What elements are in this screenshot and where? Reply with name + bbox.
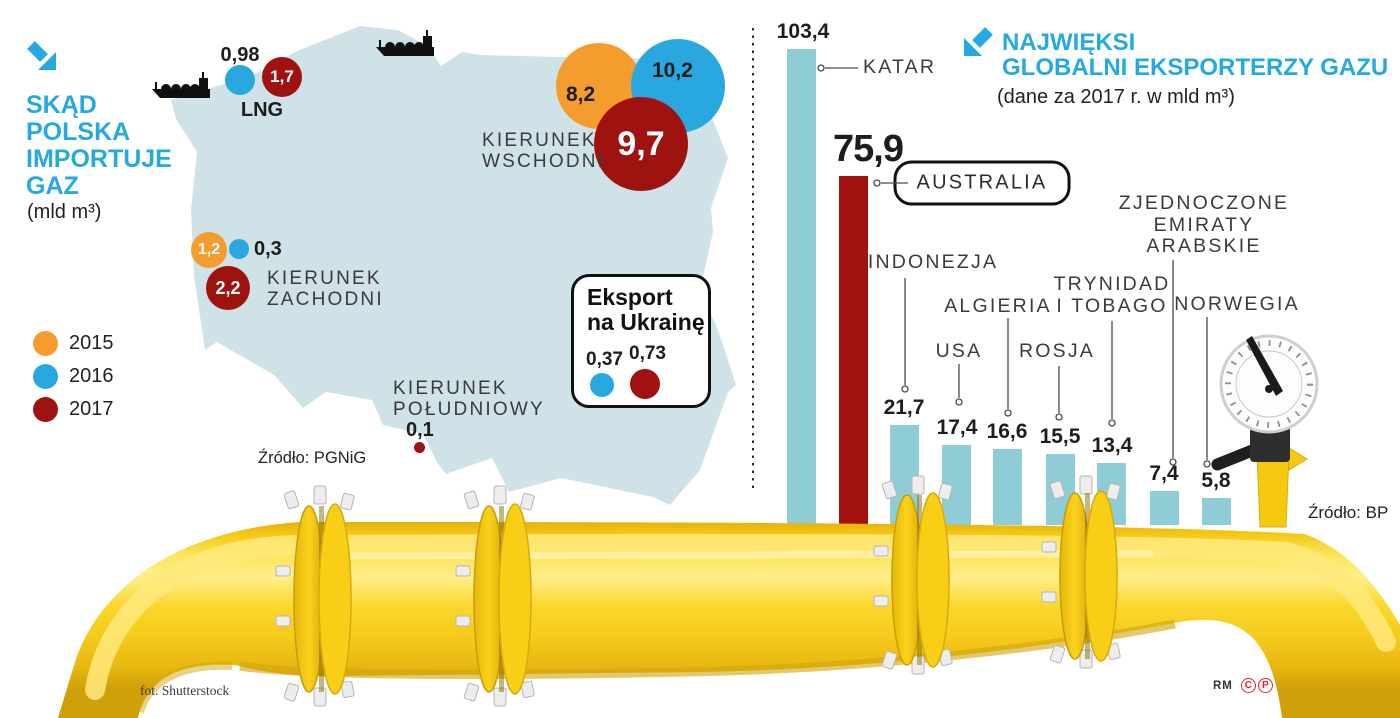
down-left-arrow-icon bbox=[964, 27, 993, 56]
chart-source: Źródło: BP bbox=[1308, 503, 1389, 522]
left-title-line4: GAZ bbox=[26, 172, 79, 200]
zachodni-label-line1: KIERUNEK bbox=[267, 268, 382, 289]
left-title-line3: IMPORTUJE bbox=[26, 145, 172, 173]
zachodni-label-line2: ZACHODNI bbox=[267, 288, 384, 310]
zachodni-label: KIERUNEK ZACHODNI bbox=[267, 268, 384, 310]
press-mark-icon: P bbox=[1257, 678, 1273, 693]
export-bubble-2017 bbox=[630, 369, 660, 399]
bar-katar bbox=[787, 49, 816, 525]
left-title-line1: SKĄD bbox=[26, 91, 97, 119]
copyright-icon: C bbox=[1240, 678, 1256, 693]
legend-row-2015: 2015 bbox=[33, 327, 114, 360]
legend-label-2015: 2015 bbox=[69, 332, 114, 354]
zachodni-value-2016: 0,3 bbox=[254, 238, 282, 260]
right-title-line2: GLOBALNI EKSPORTERZY GAZU bbox=[1002, 53, 1389, 81]
wschodni-label-line1: KIERUNEK bbox=[482, 130, 597, 151]
poludniowy-value-2017: 0,1 bbox=[406, 419, 434, 441]
poludniowy-label: KIERUNEK POŁUDNIOWY bbox=[393, 378, 545, 420]
poludniowy-label-line2: POŁUDNIOWY bbox=[393, 398, 545, 420]
legend-dot-2016 bbox=[33, 364, 58, 389]
lng-bubble-2017: 1,7 bbox=[262, 57, 302, 97]
zachodni-bubble-2015: 1,2 bbox=[191, 232, 227, 268]
agency-mark: RM bbox=[1213, 679, 1233, 692]
right-panel-title: NAJWIĘKSI GLOBALNI EKSPORTERZY GAZU bbox=[1002, 29, 1389, 81]
bar-zjednoczone-emiraty-arabskie bbox=[1150, 491, 1179, 525]
legend-label-2016: 2016 bbox=[69, 365, 114, 387]
bar-australia bbox=[839, 176, 868, 525]
export-box-title: Eksport na Ukrainę bbox=[587, 285, 705, 335]
wschodni-label-line2: WSCHODNI bbox=[482, 150, 606, 172]
legend-row-2017: 2017 bbox=[33, 393, 114, 426]
export-value-2017: 0,73 bbox=[629, 343, 666, 364]
legend-dot-2015 bbox=[33, 331, 58, 356]
left-panel-title: SKĄD POLSKA IMPORTUJE GAZ bbox=[26, 92, 172, 200]
bar-usa bbox=[942, 445, 971, 525]
export-bubble-2016 bbox=[590, 373, 614, 397]
map-source: Źródło: PGNiG bbox=[258, 449, 367, 467]
wschodni-value-2016: 10,2 bbox=[652, 59, 693, 82]
left-title-line2: POLSKA bbox=[26, 118, 131, 146]
wschodni-value-2015: 8,2 bbox=[566, 83, 596, 106]
year-legend: 2015 2016 2017 bbox=[33, 327, 114, 426]
lng-ship-icon bbox=[152, 72, 210, 98]
bar-rosja bbox=[1046, 454, 1075, 525]
bar-trynidad-i-tobago bbox=[1097, 463, 1126, 525]
zachodni-bubble-2017: 2,2 bbox=[206, 266, 250, 310]
legend-dot-2017 bbox=[33, 397, 58, 422]
bar-norwegia bbox=[1202, 498, 1231, 525]
photo-credit: fot. Shutterstock bbox=[140, 683, 230, 698]
legend-label-2017: 2017 bbox=[69, 398, 114, 420]
export-title-line1: Eksport bbox=[587, 284, 673, 310]
zachodni-bubble-2016 bbox=[229, 239, 249, 259]
lng-bubble-2016 bbox=[225, 65, 255, 95]
poludniowy-label-line1: KIERUNEK bbox=[393, 378, 508, 399]
lng-label: LNG bbox=[240, 99, 284, 121]
right-title-line1: NAJWIĘKSI bbox=[1002, 29, 1136, 56]
wschodni-bubble-2017: 9,7 bbox=[594, 97, 688, 191]
export-title-line2: na Ukrainę bbox=[587, 309, 705, 335]
legend-row-2016: 2016 bbox=[33, 360, 114, 393]
right-panel-subtitle: (dane za 2017 r. w mld m³) bbox=[997, 86, 1235, 108]
poludniowy-bubble-2017 bbox=[414, 442, 425, 453]
left-panel-unit: (mld m³) bbox=[27, 201, 102, 223]
rights-marks: RM C P bbox=[1213, 678, 1273, 693]
export-to-ukraine-box: Eksport na Ukrainę 0,37 0,73 bbox=[571, 274, 711, 408]
lng-value-2016: 0,98 bbox=[220, 44, 260, 66]
wschodni-label: KIERUNEK WSCHODNI bbox=[482, 130, 606, 172]
bar-algieria bbox=[993, 449, 1022, 525]
down-right-arrow-icon bbox=[27, 41, 56, 70]
lng-ship-icon-north bbox=[376, 30, 434, 56]
bar-indonezja bbox=[890, 425, 919, 525]
export-value-2016: 0,37 bbox=[586, 349, 623, 370]
